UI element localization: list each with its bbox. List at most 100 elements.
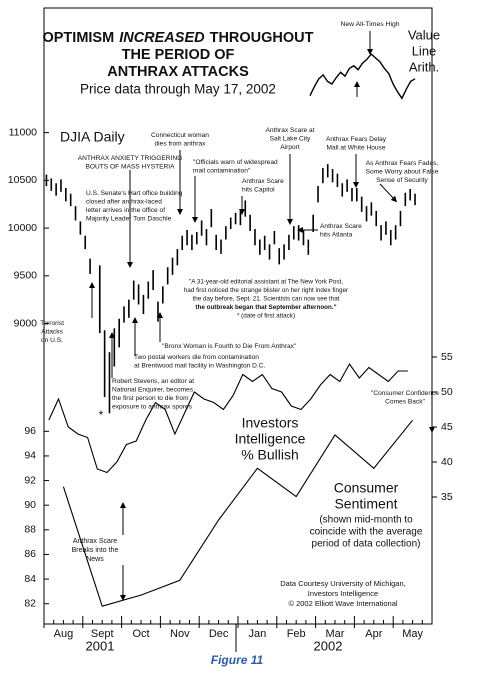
annotation: had first noticed the strange blister on… xyxy=(184,287,348,294)
y-tick-label: 11000 xyxy=(9,126,38,138)
annotation: period of data collection) xyxy=(312,539,421,550)
y-tick-label: 92 xyxy=(24,474,36,486)
annotation: News xyxy=(86,556,104,563)
annotation: Arith. xyxy=(409,59,439,74)
annotation: at Brentwood mail facility in Washington… xyxy=(134,362,265,369)
x-tick-label: Apr xyxy=(365,628,382,640)
annotation: the first person to die from xyxy=(112,395,189,402)
annotation: "Officials warn of widespread xyxy=(193,159,278,166)
title-part: OPTIMISM xyxy=(42,30,114,46)
y-tick-label: 84 xyxy=(24,573,36,585)
annotation: Anthrax Fears Delay xyxy=(326,136,387,143)
annotation: (shown mid-month to xyxy=(319,515,413,526)
x-tick-label: Sept xyxy=(91,628,114,640)
annotation: hits Capitol xyxy=(242,186,275,193)
annotation: Data Courtesy University of Michigan, xyxy=(280,579,405,588)
chart-title: OPTIMISM INCREASED THROUGHOUT xyxy=(42,30,313,46)
year-label: 2001 xyxy=(86,638,115,653)
annotation: U.S. Senate's Hart office building xyxy=(86,190,183,197)
annotation: BOUTS OF MASS HYSTERIA xyxy=(85,163,175,170)
x-tick-label: Nov xyxy=(170,628,190,640)
annotation: Mall at White House xyxy=(327,144,386,151)
series-line xyxy=(62,419,414,607)
annotation: dies from anthrax xyxy=(155,140,207,147)
annotation: letter arrives in the office of xyxy=(86,207,165,214)
annotation: Anthrax Scare at xyxy=(265,127,314,134)
annotation: the day before, Sept. 21. Scientists can… xyxy=(192,296,339,303)
annotation: Sense of Security xyxy=(376,177,428,184)
x-tick-label: May xyxy=(402,628,423,640)
y-tick-label: 10000 xyxy=(8,222,37,234)
x-tick-label: Mar xyxy=(326,628,345,640)
x-tick-label: Dec xyxy=(209,628,229,640)
annotation: Attacks xyxy=(41,328,63,335)
y-tick-label: 9000 xyxy=(14,317,38,329)
annotation: Sentiment xyxy=(334,496,397,512)
y-tick-label: 90 xyxy=(24,499,36,511)
chart-title: ANTHRAX ATTACKS xyxy=(107,64,249,80)
annotation: Anthrax Scare xyxy=(73,538,117,545)
y2-tick-label: 35 xyxy=(441,491,453,503)
y-tick-label: 86 xyxy=(24,548,36,560)
annotation: Breaks into the xyxy=(72,547,119,554)
annotation: closed after anthrax-laced xyxy=(86,198,162,205)
x-tick-label: Oct xyxy=(132,628,149,640)
annotation: Airport xyxy=(280,144,300,151)
chart-title: THE PERIOD OF xyxy=(122,47,235,63)
annotation: Comes Back" xyxy=(385,398,425,405)
caption: Figure 11 xyxy=(211,653,264,667)
series-label: DJIA Daily xyxy=(60,129,125,145)
subtitle: Price data through May 17, 2002 xyxy=(80,82,276,97)
inset-line xyxy=(309,53,416,100)
annotation: Consumer xyxy=(334,480,399,496)
annotation: Anthrax Scare xyxy=(242,178,284,185)
annotation: Salt Lake City xyxy=(270,135,311,142)
annotation: hits Atlanta xyxy=(320,231,353,238)
annotation: © 2002 Elliott Wave International xyxy=(288,599,397,608)
annotation: New All-Times High xyxy=(340,21,399,28)
annotation: Anthrax Scare xyxy=(320,223,362,230)
annotation: coincide with the average xyxy=(310,527,423,538)
annotation: Some Worry about False xyxy=(366,168,439,175)
x-tick-label: Feb xyxy=(287,628,306,640)
annotation: Majority Leader Tom Daschle xyxy=(86,215,172,222)
annotation: Investors xyxy=(242,415,299,431)
x-tick-label: Jan xyxy=(249,628,267,640)
y-tick-label: 9500 xyxy=(14,270,38,282)
annotation: mail contamination" xyxy=(193,167,251,174)
annotation: Terrorist xyxy=(40,320,64,327)
annotation: % Bullish xyxy=(241,447,299,463)
annotation: Line xyxy=(412,43,437,58)
y-tick-label: 10500 xyxy=(8,174,37,186)
series-line xyxy=(48,362,408,474)
annotation: Robert Stevens, an editor at xyxy=(112,378,194,385)
y2-tick-label: 50 xyxy=(441,386,453,398)
annotation: Connecticut woman xyxy=(151,132,209,139)
annotation: As Anthrax Fears Fades, xyxy=(366,160,439,167)
annotation: National Enquirer, becomes xyxy=(112,386,194,393)
y-tick-label: 82 xyxy=(24,597,36,609)
title-part: INCREASED xyxy=(119,30,205,46)
y-tick-label: 88 xyxy=(24,524,36,536)
y-tick-label: 96 xyxy=(24,425,36,437)
annotation: on U.S. xyxy=(41,337,63,344)
annotation: Two postal workers die from contaminatio… xyxy=(134,354,259,361)
annotation: the outbreak began that September aftern… xyxy=(195,304,336,311)
year-label: 2002 xyxy=(314,638,343,653)
y2-tick-label: 45 xyxy=(441,421,453,433)
annotation: "A 31-year-old editorial assistant at Th… xyxy=(189,279,343,286)
y2-tick-label: 55 xyxy=(441,351,453,363)
annotation: Investors Intelligence xyxy=(308,589,378,598)
annotation: ANTHRAX ANXIETY TRIGGERING xyxy=(78,155,183,162)
annotation: * xyxy=(99,408,104,422)
annotation: exposure to anthrax spores xyxy=(112,403,193,410)
annotation: * (date of first attack) xyxy=(237,313,295,320)
title-part: THROUGHOUT xyxy=(210,30,314,46)
annotation: "Bronx Woman is Fourth to Die From Anthr… xyxy=(162,343,297,350)
annotation: Intelligence xyxy=(235,431,306,447)
arrows xyxy=(89,31,435,601)
y-tick-label: 94 xyxy=(24,450,36,462)
annotation: Value xyxy=(408,27,440,42)
y2-tick-label: 40 xyxy=(441,456,453,468)
